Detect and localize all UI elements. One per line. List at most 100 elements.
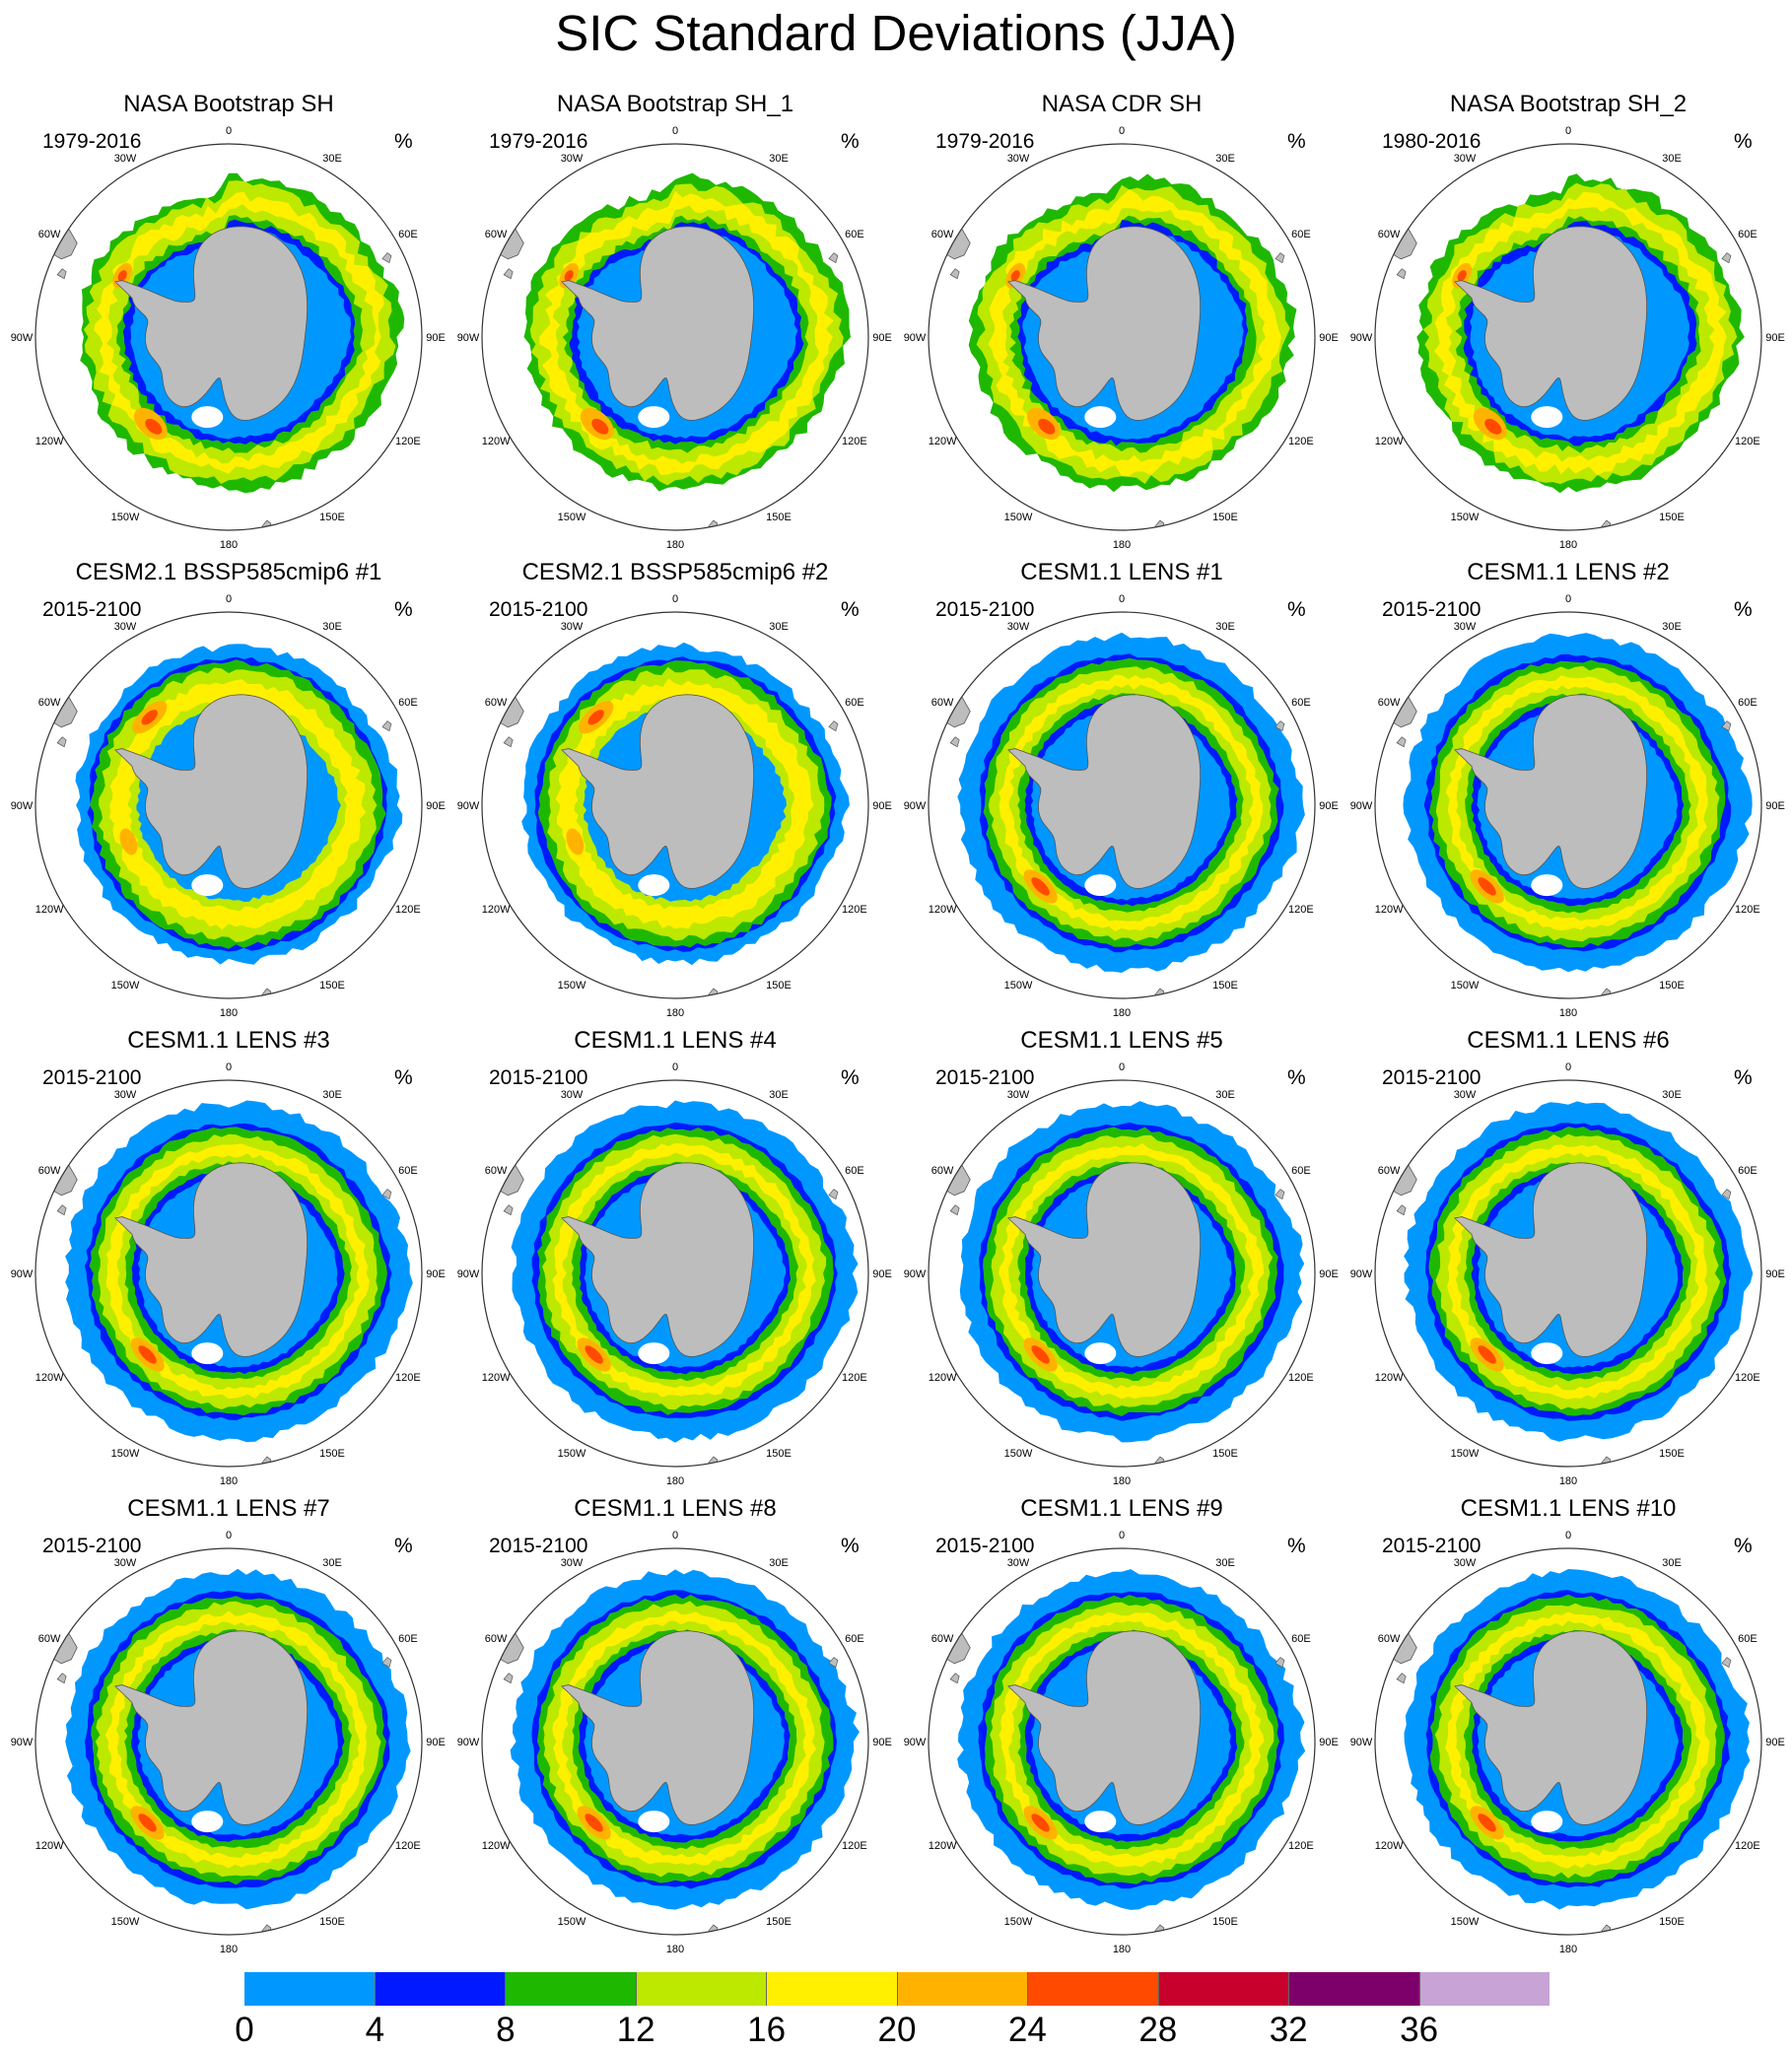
longitude-label: 60E xyxy=(845,1633,864,1645)
longitude-label: 120E xyxy=(1735,1840,1760,1852)
longitude-label: 60W xyxy=(485,229,508,240)
map-panel: NASA CDR SH 1979-2016% 0 30E 60E 90E 120E 150E 1… xyxy=(900,91,1344,554)
longitude-label: 120W xyxy=(1375,904,1404,916)
map-panel: NASA Bootstrap SH_2 1980-2016% 0 30E 60E 90E 1… xyxy=(1346,91,1790,554)
longitude-label: 0 xyxy=(1565,593,1571,605)
colorbar-swatch xyxy=(374,1972,505,2006)
map-boundary-circle xyxy=(481,611,869,999)
panel-title: CESM1.1 LENS #2 xyxy=(1467,559,1670,585)
ice-shelf-area xyxy=(638,874,670,897)
longitude-label: 90W xyxy=(1350,1737,1373,1748)
polar-stereographic-map: 0 30E 60E 90E 120E 150E 180 150W 120W 90W 60W 30W xyxy=(457,1530,892,1955)
longitude-label: 60E xyxy=(845,1165,864,1177)
panel-title: CESM2.1 BSSP585cmip6 #2 xyxy=(521,559,829,585)
polar-stereographic-map: 0 30E 60E 90E 120E 150E 180 150W 120W 90W 60W 30W xyxy=(11,1061,446,1487)
antarctica-landmass xyxy=(1007,694,1201,889)
longitude-label: 90E xyxy=(1765,800,1785,812)
polar-stereographic-map: 0 30E 60E 90E 120E 150E 180 150W 120W 90W 60W 30W xyxy=(457,593,892,1019)
island-landmass xyxy=(1721,720,1732,732)
longitude-label: 120E xyxy=(842,1372,867,1384)
island-landmass xyxy=(828,720,839,732)
map-boundary-circle xyxy=(481,143,869,531)
longitude-label: 60W xyxy=(485,1633,508,1645)
longitude-label: 120W xyxy=(929,1372,957,1384)
panel-period: 2015-2100 xyxy=(42,1066,142,1089)
polar-stereographic-map: 0 30E 60E 90E 120E 150E 180 150W 120W 90W 60W 30W xyxy=(1350,1530,1785,1955)
longitude-label: 150W xyxy=(558,1916,586,1928)
longitude-label: 180 xyxy=(1113,1944,1131,1955)
longitude-label: 60E xyxy=(1291,229,1311,240)
longitude-label: 90E xyxy=(1319,332,1339,344)
longitude-label: 30W xyxy=(561,153,584,165)
longitude-label: 0 xyxy=(226,125,232,137)
island-landmass xyxy=(949,736,960,748)
longitude-label: 90W xyxy=(11,800,34,812)
longitude-label: 60W xyxy=(931,229,954,240)
longitude-label: 0 xyxy=(1119,593,1125,605)
longitude-label: 30W xyxy=(1007,1557,1030,1569)
longitude-label: 60W xyxy=(38,1165,61,1177)
longitude-label: 30E xyxy=(1215,153,1235,165)
longitude-label: 150E xyxy=(1659,1448,1685,1460)
longitude-label: 180 xyxy=(1113,539,1131,551)
sea-ice-std-hotspot xyxy=(119,828,138,855)
island-landmass xyxy=(1396,268,1407,280)
panel-period: 2015-2100 xyxy=(42,1535,142,1557)
map-boundary-circle xyxy=(34,1079,423,1468)
map-boundary-circle xyxy=(1374,611,1762,999)
island-landmass xyxy=(503,736,514,748)
map-boundary-circle xyxy=(1374,143,1762,531)
longitude-label: 90E xyxy=(1319,1737,1339,1748)
longitude-label: 120E xyxy=(395,436,421,447)
polar-stereographic-map: 0 30E 60E 90E 120E 150E 180 150W 120W 90W 60W 30W xyxy=(904,1061,1339,1487)
longitude-label: 180 xyxy=(666,539,684,551)
sea-ice-std-hotspot xyxy=(1478,1345,1496,1364)
longitude-label: 90E xyxy=(872,800,892,812)
antarctica-landmass xyxy=(561,694,754,889)
sea-ice-std-hotspot xyxy=(1478,877,1496,896)
island-landmass xyxy=(1721,1189,1732,1200)
longitude-label: 120W xyxy=(482,1840,511,1852)
panel-unit-label: % xyxy=(394,1066,413,1089)
map-panel: CESM1.1 LENS #5 2015-2100% 0 30E 60E 90E 120E 1… xyxy=(900,1027,1344,1490)
island-landmass xyxy=(56,736,67,748)
longitude-label: 120E xyxy=(1288,1372,1314,1384)
longitude-label: 120E xyxy=(1735,1372,1760,1384)
longitude-label: 90E xyxy=(872,1737,892,1748)
island-landmass xyxy=(503,1673,514,1684)
sea-ice-std-hotspot xyxy=(564,270,574,282)
island-landmass xyxy=(1396,1204,1407,1216)
longitude-label: 30W xyxy=(114,153,137,165)
antarctica-landmass xyxy=(1454,694,1647,889)
antarctica-landmass xyxy=(1007,1162,1201,1357)
longitude-label: 0 xyxy=(672,125,678,137)
ice-shelf-area xyxy=(638,1342,670,1365)
panel-period: 2015-2100 xyxy=(1382,1535,1482,1557)
panel-period: 2015-2100 xyxy=(935,1066,1035,1089)
longitude-label: 120E xyxy=(842,1840,867,1852)
longitude-label: 30W xyxy=(114,621,137,633)
longitude-label: 30E xyxy=(769,1089,789,1101)
longitude-label: 30W xyxy=(561,1089,584,1101)
longitude-label: 90W xyxy=(904,1268,927,1280)
sea-ice-std-hotspot xyxy=(1031,1813,1050,1832)
panel-unit-label: % xyxy=(1287,598,1306,621)
map-boundary-circle xyxy=(1374,1547,1762,1936)
island-landmass xyxy=(56,268,67,280)
island-landmass xyxy=(503,1204,514,1216)
sea-ice-std-hotspot xyxy=(585,1345,603,1364)
panel-unit-label: % xyxy=(841,130,860,153)
longitude-label: 30W xyxy=(1007,1089,1030,1101)
longitude-label: 0 xyxy=(1119,125,1125,137)
longitude-label: 90W xyxy=(11,1268,34,1280)
longitude-label: 90W xyxy=(1350,332,1373,344)
panel-title: CESM1.1 LENS #1 xyxy=(1020,559,1223,585)
polar-stereographic-map: 0 30E 60E 90E 120E 150E 180 150W 120W 90W 60W 30W xyxy=(904,593,1339,1019)
polar-stereographic-map: 0 30E 60E 90E 120E 150E 180 150W 120W 90W 60W 30W xyxy=(457,125,892,551)
longitude-label: 150W xyxy=(1004,1916,1033,1928)
longitude-label: 60W xyxy=(931,697,954,709)
map-boundary-circle xyxy=(481,1547,869,1936)
longitude-label: 150W xyxy=(111,1448,140,1460)
panel-unit-label: % xyxy=(1734,1535,1753,1557)
longitude-label: 60E xyxy=(1738,697,1758,709)
